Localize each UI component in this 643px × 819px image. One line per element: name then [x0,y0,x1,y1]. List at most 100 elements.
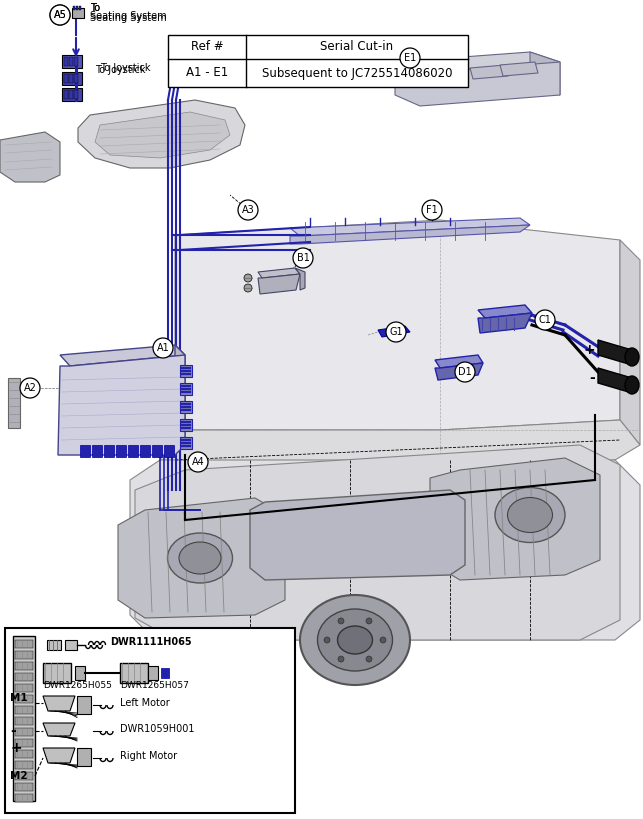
Circle shape [324,637,330,643]
Bar [76,6,78,10]
Text: F1: F1 [426,205,438,215]
Polygon shape [175,220,620,430]
Polygon shape [290,218,530,236]
Polygon shape [378,326,410,337]
Bar [5,628,295,813]
Bar [62,88,82,101]
Bar [80,445,90,457]
Polygon shape [295,268,305,290]
Bar [181,367,191,369]
Bar [15,717,33,725]
Polygon shape [43,696,75,711]
Bar [15,794,33,802]
Bar [75,666,85,680]
Bar [15,772,33,780]
Text: Subsequent to JC725514086020: Subsequent to JC725514086020 [262,66,452,79]
Text: Seating System: Seating System [90,13,167,23]
Bar [180,437,192,449]
Ellipse shape [625,348,639,366]
Polygon shape [478,313,532,333]
Bar [62,55,82,68]
Text: E1: E1 [404,53,416,63]
Bar [15,695,33,703]
Circle shape [400,48,420,68]
Bar [79,6,81,10]
Bar [72,8,84,18]
Text: A3: A3 [242,205,255,215]
Text: To Joystick: To Joystick [100,63,150,73]
Text: -: - [10,724,15,738]
Bar [15,651,33,659]
Polygon shape [250,490,465,580]
Bar [69,74,73,83]
Bar [15,662,33,670]
Bar [15,750,33,758]
Circle shape [153,338,173,358]
Circle shape [244,274,252,282]
Bar [181,424,191,426]
Text: A5: A5 [53,10,66,20]
Circle shape [50,5,70,25]
Circle shape [437,59,443,65]
Polygon shape [290,225,530,244]
Text: To Joystick: To Joystick [95,65,145,75]
Bar [77,696,91,714]
Bar [64,57,68,66]
Bar [15,739,33,747]
Circle shape [422,200,442,220]
Bar [181,370,191,372]
Polygon shape [43,723,75,736]
Circle shape [386,322,406,342]
Polygon shape [78,100,245,168]
Text: Ref #: Ref # [191,40,223,53]
Circle shape [188,452,208,472]
Polygon shape [500,62,538,76]
Text: B1: B1 [296,253,309,263]
Bar [168,35,468,87]
Circle shape [338,656,344,662]
Bar [74,74,78,83]
Bar [43,663,71,683]
Bar [64,74,68,83]
Polygon shape [175,345,185,445]
Circle shape [366,618,372,624]
Polygon shape [598,368,632,393]
Text: DWR1265H055: DWR1265H055 [43,681,112,690]
Bar [161,668,169,678]
Text: Left Motor: Left Motor [120,698,170,708]
Text: Seating System: Seating System [90,11,167,21]
Polygon shape [60,345,185,366]
Circle shape [50,5,70,25]
Bar [62,72,82,85]
Polygon shape [130,460,640,640]
Polygon shape [478,305,532,318]
Polygon shape [395,62,560,106]
Circle shape [20,378,40,398]
Polygon shape [598,340,632,365]
Polygon shape [0,132,60,182]
Bar [120,663,148,683]
Bar [180,383,192,395]
Text: C1: C1 [539,315,552,325]
Text: To: To [90,3,100,13]
Bar [8,378,20,428]
Bar [181,421,191,423]
Text: To: To [90,3,100,13]
Bar [180,401,192,413]
Ellipse shape [495,487,565,542]
Text: D1: D1 [458,367,472,377]
Polygon shape [430,458,600,580]
Text: A5: A5 [53,10,66,20]
Text: A4: A4 [192,457,204,467]
Circle shape [422,60,428,66]
Bar [104,445,114,457]
Text: A1 - E1: A1 - E1 [186,66,228,79]
Text: M1: M1 [10,693,28,703]
Text: +: + [10,741,22,755]
Text: Serial Cut-in: Serial Cut-in [320,40,394,53]
Bar [65,640,77,650]
Polygon shape [43,748,75,763]
Polygon shape [118,498,285,618]
Text: DWR1111H065: DWR1111H065 [110,637,192,647]
Bar [15,673,33,681]
